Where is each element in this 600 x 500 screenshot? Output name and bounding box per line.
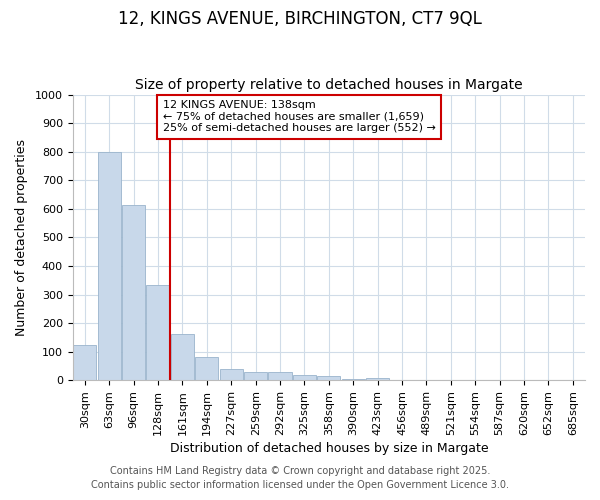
Bar xyxy=(293,375,316,380)
Bar xyxy=(146,284,170,380)
Bar xyxy=(171,334,194,380)
Bar xyxy=(73,344,97,380)
X-axis label: Distribution of detached houses by size in Margate: Distribution of detached houses by size … xyxy=(170,442,488,455)
Bar xyxy=(317,376,340,380)
Bar xyxy=(122,204,145,380)
Bar xyxy=(195,358,218,380)
Title: Size of property relative to detached houses in Margate: Size of property relative to detached ho… xyxy=(135,78,523,92)
Bar xyxy=(244,372,267,380)
Bar xyxy=(220,369,243,380)
Bar xyxy=(98,152,121,380)
Bar xyxy=(366,378,389,380)
Text: Contains HM Land Registry data © Crown copyright and database right 2025.
Contai: Contains HM Land Registry data © Crown c… xyxy=(91,466,509,490)
Bar xyxy=(268,372,292,380)
Bar xyxy=(341,379,365,380)
Y-axis label: Number of detached properties: Number of detached properties xyxy=(15,139,28,336)
Text: 12 KINGS AVENUE: 138sqm
← 75% of detached houses are smaller (1,659)
25% of semi: 12 KINGS AVENUE: 138sqm ← 75% of detache… xyxy=(163,100,436,134)
Text: 12, KINGS AVENUE, BIRCHINGTON, CT7 9QL: 12, KINGS AVENUE, BIRCHINGTON, CT7 9QL xyxy=(118,10,482,28)
